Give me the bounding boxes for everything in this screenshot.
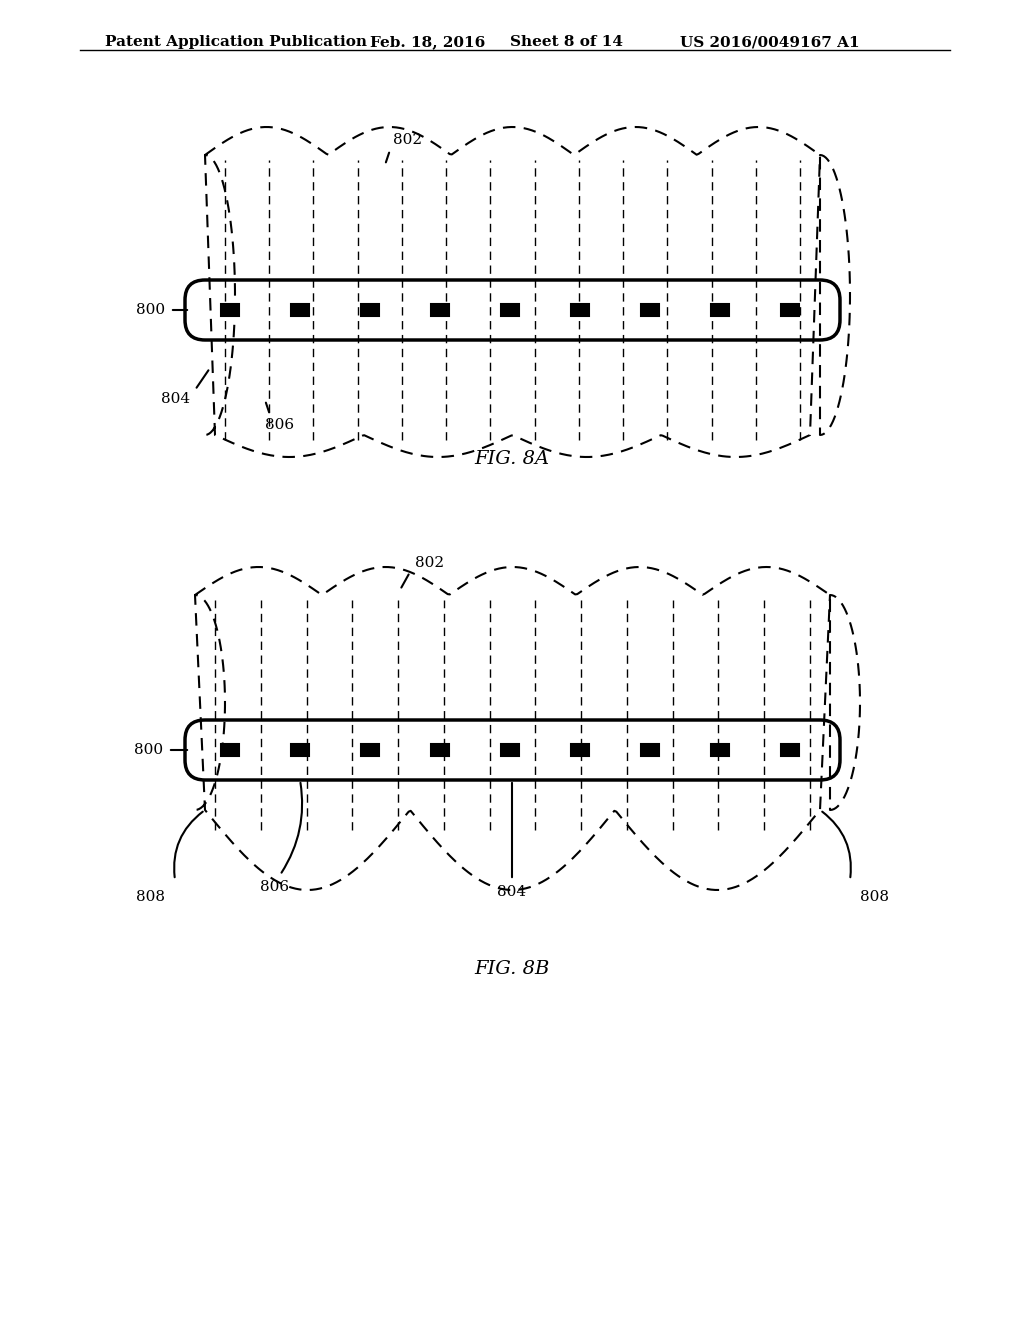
Bar [501, 304, 519, 315]
Bar [221, 744, 239, 756]
Bar [571, 744, 589, 756]
Bar [641, 304, 659, 315]
Text: 802: 802 [393, 133, 422, 147]
Text: 800: 800 [134, 743, 163, 756]
Bar [361, 744, 379, 756]
Bar [781, 744, 799, 756]
Text: FIG. 8A: FIG. 8A [474, 450, 550, 469]
Text: 802: 802 [415, 556, 444, 570]
Text: 808: 808 [860, 890, 889, 904]
Text: Sheet 8 of 14: Sheet 8 of 14 [510, 36, 623, 49]
Text: 804: 804 [161, 392, 190, 407]
Text: 804: 804 [498, 884, 526, 899]
Bar [361, 304, 379, 315]
Bar [711, 304, 729, 315]
Bar [571, 304, 589, 315]
Bar [291, 304, 309, 315]
Text: 806: 806 [260, 880, 290, 894]
FancyBboxPatch shape [185, 719, 840, 780]
Text: 800: 800 [136, 304, 165, 317]
Bar [431, 744, 449, 756]
Bar [501, 744, 519, 756]
Text: 808: 808 [136, 890, 165, 904]
Bar [221, 304, 239, 315]
Text: US 2016/0049167 A1: US 2016/0049167 A1 [680, 36, 859, 49]
Bar [641, 744, 659, 756]
Text: 806: 806 [265, 418, 294, 432]
FancyBboxPatch shape [185, 280, 840, 341]
Bar [431, 304, 449, 315]
Text: Patent Application Publication: Patent Application Publication [105, 36, 367, 49]
Text: Feb. 18, 2016: Feb. 18, 2016 [370, 36, 485, 49]
Bar [711, 744, 729, 756]
Bar [781, 304, 799, 315]
Text: FIG. 8B: FIG. 8B [474, 960, 550, 978]
Bar [291, 744, 309, 756]
